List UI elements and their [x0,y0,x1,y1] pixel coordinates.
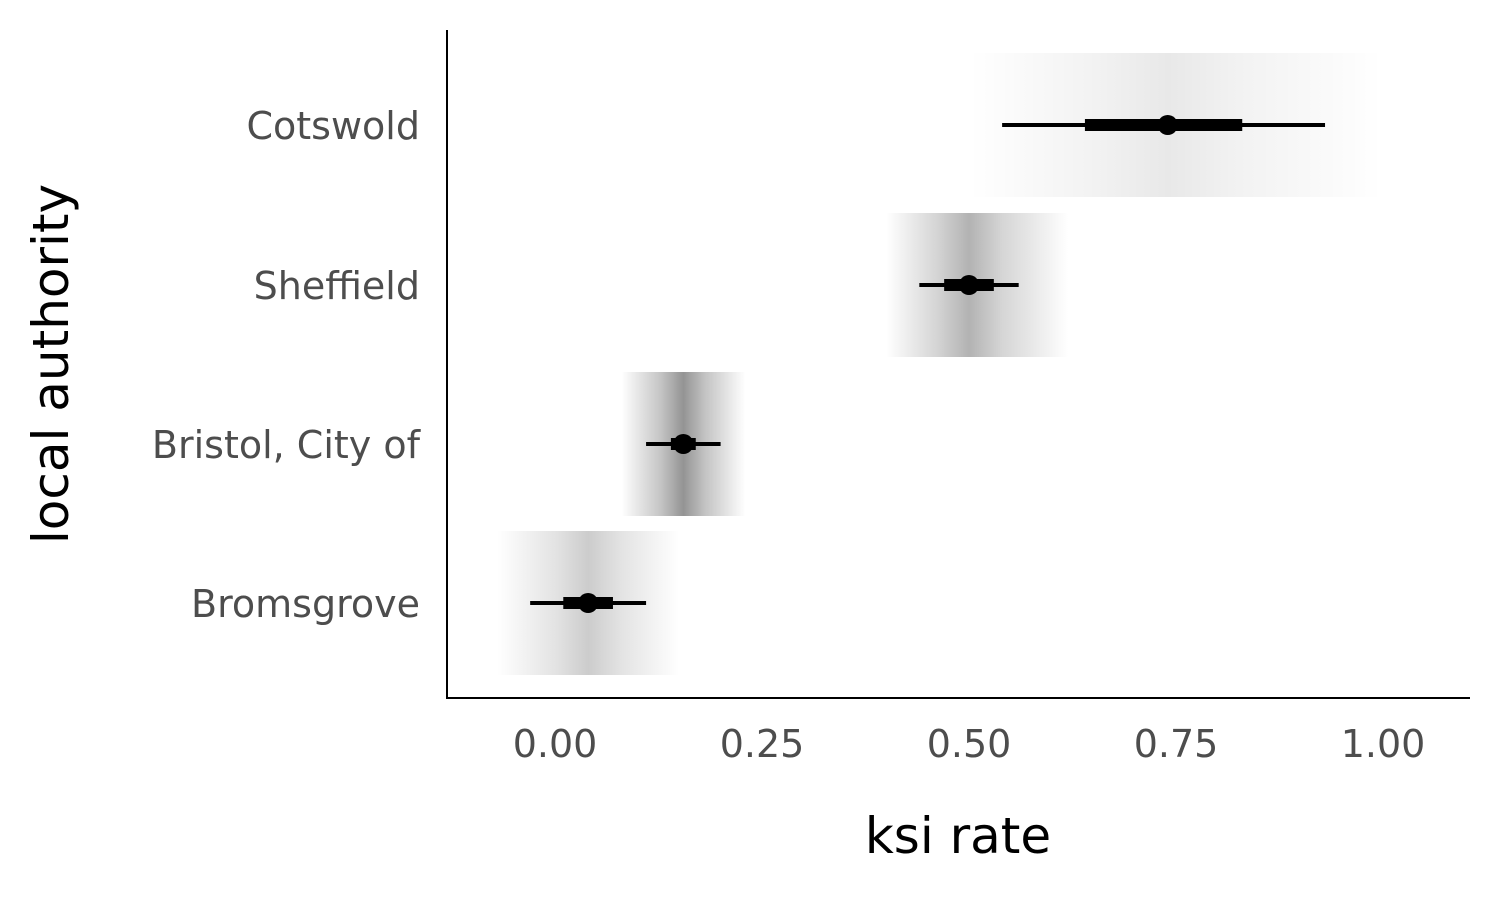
point-estimate-cotswold [1157,115,1178,135]
y-axis-title: local authority [22,184,80,544]
x-tick-label: 0.00 [513,722,598,766]
point-estimate-bromsgrove [578,593,599,613]
x-axis-title: ksi rate [865,807,1051,865]
x-tick-label: 1.00 [1341,722,1426,766]
x-tick-label: 0.50 [927,722,1012,766]
x-tick-labels: 0.00 0.25 0.50 0.75 1.00 [513,722,1426,766]
point-estimate-sheffield [959,275,979,295]
density-bands [497,53,1383,675]
y-tick-label-sheffield: Sheffield [254,264,420,308]
y-tick-label-bromsgrove: Bromsgrove [191,582,420,626]
x-tick-label: 0.75 [1134,722,1219,766]
y-tick-labels: Cotswold Sheffield Bristol, City of Bromsgr… [152,104,422,626]
x-tick-label: 0.25 [720,722,805,766]
intervals [530,115,1326,613]
y-tick-label-bristol-city-of: Bristol, City of [152,423,422,467]
point-estimate-bristol-city-of [673,434,694,454]
y-tick-label-cotswold: Cotswold [247,104,421,148]
